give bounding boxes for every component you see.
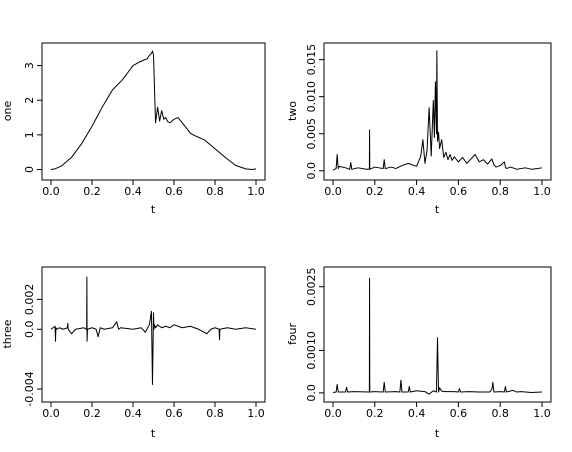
x-axis-label: t — [435, 203, 440, 216]
x-tick-label: 0.4 — [124, 185, 142, 198]
x-tick-label: 0.8 — [206, 407, 224, 420]
series-group — [332, 277, 543, 395]
x-tick-label: 1.0 — [533, 407, 551, 420]
y-tick-label: 2 — [23, 97, 36, 104]
x-tick-label: 0.6 — [450, 407, 468, 420]
x-tick-label: 0.2 — [83, 407, 101, 420]
y-tick-label: 1 — [23, 131, 36, 138]
y-tick-label: 0.0 — [23, 321, 36, 339]
y-tick-label: 0.0025 — [305, 267, 318, 306]
y-tick-label: 0.0 — [305, 162, 318, 180]
y-axis-label: two — [286, 101, 299, 121]
x-axis: 0.0 0.2 0.4 0.6 0.8 1.0 — [324, 180, 551, 198]
y-axis-label: four — [286, 322, 299, 345]
x-tick-label: 0.2 — [366, 185, 384, 198]
plot-frame — [323, 42, 552, 181]
series-line — [332, 50, 543, 171]
x-tick-label: 0.0 — [324, 407, 342, 420]
x-tick-label: 1.0 — [247, 407, 265, 420]
x-tick-label: 0.8 — [491, 185, 509, 198]
x-tick-label: 0.0 — [42, 407, 60, 420]
y-tick-label: 3 — [23, 62, 36, 69]
x-tick-label: 0.0 — [42, 185, 60, 198]
y-tick-label: 0 — [23, 166, 36, 173]
x-tick-label: 0.2 — [366, 407, 384, 420]
x-axis-label: t — [435, 427, 440, 440]
y-axis: 0.0 0.0010 0.0025 — [305, 267, 324, 402]
series-line — [332, 277, 543, 395]
series-line — [50, 276, 257, 386]
plot-frame — [41, 266, 266, 403]
y-axis: 0.0 0.005 0.010 0.015 — [305, 44, 324, 180]
x-tick-label: 1.0 — [533, 185, 551, 198]
y-tick-label: 0.015 — [305, 44, 318, 76]
x-tick-label: 1.0 — [247, 185, 265, 198]
panel-one: 0.0 0.2 0.4 0.6 0.8 1.0 0 1 2 3 t one — [1, 42, 266, 216]
x-tick-label: 0.6 — [165, 185, 183, 198]
plot-frame — [323, 266, 552, 403]
panel-four: 0.0 0.2 0.4 0.6 0.8 1.0 0.0 0.0010 0.0025 t fou… — [286, 266, 552, 440]
x-tick-label: 0.6 — [450, 185, 468, 198]
x-axis: 0.0 0.2 0.4 0.6 0.8 1.0 — [42, 402, 265, 420]
x-axis-label: t — [151, 203, 156, 216]
y-axis-label: three — [1, 319, 14, 348]
x-tick-label: 0.4 — [408, 407, 426, 420]
x-axis-label: t — [151, 427, 156, 440]
x-tick-label: 0.4 — [408, 185, 426, 198]
y-tick-label: 0.005 — [305, 118, 318, 150]
y-tick-label: -0.004 — [23, 371, 36, 406]
plot-frame — [41, 42, 266, 181]
x-tick-label: 0.8 — [491, 407, 509, 420]
x-tick-label: 0.4 — [124, 407, 142, 420]
series-group — [50, 276, 257, 386]
series-line — [50, 50, 257, 171]
series-group — [50, 50, 257, 171]
y-axis: -0.004 0.0 0.002 — [23, 284, 42, 407]
y-axis-label: one — [1, 101, 14, 122]
x-tick-label: 0.0 — [324, 185, 342, 198]
x-axis: 0.0 0.2 0.4 0.6 0.8 1.0 — [324, 402, 551, 420]
series-group — [332, 50, 543, 171]
y-tick-label: 0.0 — [305, 384, 318, 402]
x-axis: 0.0 0.2 0.4 0.6 0.8 1.0 — [42, 180, 265, 198]
y-tick-label: 0.0010 — [305, 331, 318, 370]
x-tick-label: 0.8 — [206, 185, 224, 198]
x-tick-label: 0.6 — [165, 407, 183, 420]
y-axis: 0 1 2 3 — [23, 62, 42, 173]
panel-three: 0.0 0.2 0.4 0.6 0.8 1.0 -0.004 0.0 0.002 t thre… — [1, 266, 266, 440]
y-tick-label: 0.002 — [23, 284, 36, 316]
y-tick-label: 0.010 — [305, 81, 318, 113]
x-tick-label: 0.2 — [83, 185, 101, 198]
